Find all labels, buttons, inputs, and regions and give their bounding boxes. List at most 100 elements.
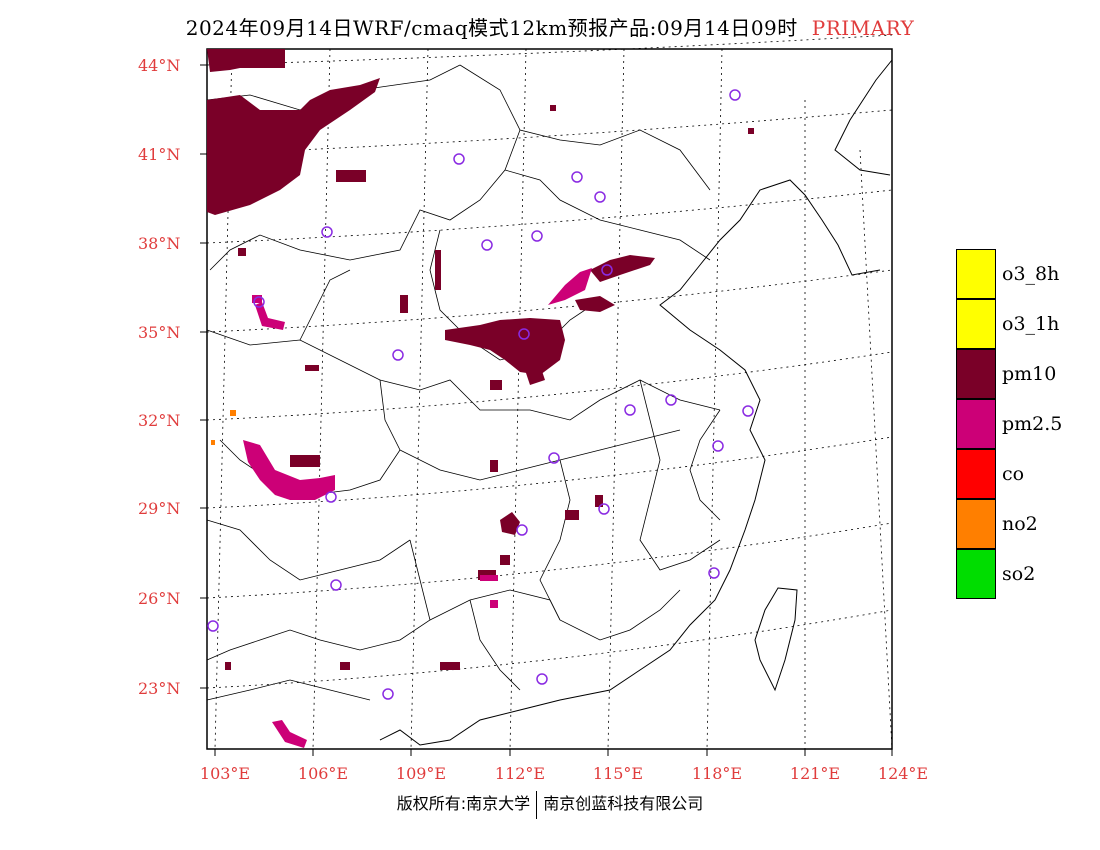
station-marker[interactable] — [253, 296, 265, 308]
lat-label-41n: 41°N — [138, 145, 181, 164]
station-marker[interactable] — [531, 230, 543, 242]
map-title: 2024年09月14日WRF/cmaq模式12km预报产品:09月14日09时 P… — [0, 12, 1100, 41]
station-marker[interactable] — [382, 688, 394, 700]
no2-cells — [211, 410, 236, 445]
station-marker[interactable] — [516, 524, 528, 536]
station-marker[interactable] — [453, 153, 465, 165]
pm25-cell — [480, 575, 498, 581]
station-marker[interactable] — [742, 405, 754, 417]
pm10-cell — [400, 295, 408, 313]
lon-label-115e: 115°E — [592, 764, 644, 783]
pm10-region-central — [445, 318, 565, 375]
station-marker[interactable] — [325, 491, 337, 503]
pm25-region-yunnan-south — [272, 720, 307, 748]
copyright-footer: 版权所有:南京大学 南京创蓝科技有限公司 — [0, 790, 1100, 819]
pm25-region-qinghai — [255, 302, 285, 330]
station-marker[interactable] — [624, 404, 636, 416]
copyright-owner: 版权所有:南京大学 — [396, 794, 531, 813]
pm10-cell — [305, 365, 319, 371]
footer-divider — [536, 790, 538, 819]
station-marker[interactable] — [601, 264, 613, 276]
legend-swatch — [956, 399, 996, 449]
station-marker[interactable] — [729, 89, 741, 101]
lon-label-106e: 106°E — [297, 764, 349, 783]
legend-label: o3_8h — [1002, 263, 1060, 285]
station-marker[interactable] — [594, 191, 606, 203]
pm10-cell — [565, 510, 579, 520]
lon-label-109e: 109°E — [395, 764, 447, 783]
pm10-cell — [440, 662, 460, 670]
pm25-regions — [243, 268, 592, 748]
legend-label: pm10 — [1002, 363, 1057, 385]
pm10-region-hunan — [500, 512, 520, 535]
pm10-cell — [340, 662, 350, 670]
pm25-cell — [490, 600, 498, 608]
lon-label-124e: 124°E — [877, 764, 929, 783]
pm10-cell — [748, 128, 754, 134]
title-text: 2024年09月14日WRF/cmaq模式12km预报产品:09月14日09时 — [185, 16, 798, 40]
no2-cell — [230, 410, 236, 416]
station-marker[interactable] — [207, 620, 219, 632]
lat-label-29n: 29°N — [138, 499, 181, 518]
pm25-region-sichuan — [243, 440, 335, 500]
lon-label-103e: 103°E — [199, 764, 251, 783]
pm10-cell — [595, 495, 603, 507]
pm10-cell — [225, 662, 231, 670]
station-marker[interactable] — [708, 567, 720, 579]
pm10-regions — [207, 49, 754, 670]
pm10-cell — [336, 170, 366, 182]
longitude-gridlines — [214, 48, 893, 750]
station-marker[interactable] — [481, 239, 493, 251]
lat-label-44n: 44°N — [138, 56, 181, 75]
station-marker[interactable] — [518, 328, 530, 340]
lon-label-118e: 118°E — [691, 764, 743, 783]
station-marker[interactable] — [571, 171, 583, 183]
pm10-cell — [490, 460, 498, 472]
station-marker[interactable] — [712, 440, 724, 452]
legend-swatch — [956, 349, 996, 399]
station-markers — [207, 89, 754, 700]
pm10-cell — [490, 380, 502, 390]
lat-label-23n: 23°N — [138, 679, 181, 698]
pm10-cell — [238, 248, 246, 256]
primary-badge: PRIMARY — [811, 16, 915, 40]
axis-ticks — [200, 64, 893, 756]
station-marker[interactable] — [330, 579, 342, 591]
station-marker[interactable] — [536, 673, 548, 685]
no2-cell — [211, 440, 215, 445]
lon-label-121e: 121°E — [789, 764, 841, 783]
lat-label-26n: 26°N — [138, 589, 181, 608]
pm10-cell — [435, 250, 441, 290]
legend-swatch — [956, 299, 996, 349]
station-marker[interactable] — [321, 226, 333, 238]
legend-swatch — [956, 499, 996, 549]
pm10-region-northwest — [207, 78, 380, 215]
legend-label: so2 — [1002, 563, 1036, 585]
map-frame — [206, 48, 893, 750]
pm10-region-henan — [525, 365, 545, 385]
lat-label-32n: 32°N — [138, 411, 181, 430]
station-marker[interactable] — [392, 349, 404, 361]
station-marker[interactable] — [665, 394, 677, 406]
legend-label: o3_1h — [1002, 313, 1060, 335]
lon-label-112e: 112°E — [494, 764, 546, 783]
province-boundaries — [206, 64, 721, 701]
coastline — [379, 59, 893, 746]
station-marker[interactable] — [548, 452, 560, 464]
legend-label: co — [1002, 463, 1025, 485]
legend-label: no2 — [1002, 513, 1038, 535]
pm25-region-hebei — [548, 268, 592, 305]
copyright-company: 南京创蓝科技有限公司 — [543, 794, 704, 813]
station-marker[interactable] — [598, 503, 610, 515]
lat-label-38n: 38°N — [138, 234, 181, 253]
legend-swatch — [956, 549, 996, 599]
lat-label-35n: 35°N — [138, 323, 181, 342]
pm10-region-north-strip — [207, 49, 285, 72]
pm25-cell — [252, 295, 262, 303]
pm10-region-shandong — [575, 296, 615, 312]
pm10-cell — [290, 455, 320, 467]
pm10-cell — [500, 555, 510, 565]
legend-swatch — [956, 249, 996, 299]
pm10-cell — [550, 105, 556, 111]
